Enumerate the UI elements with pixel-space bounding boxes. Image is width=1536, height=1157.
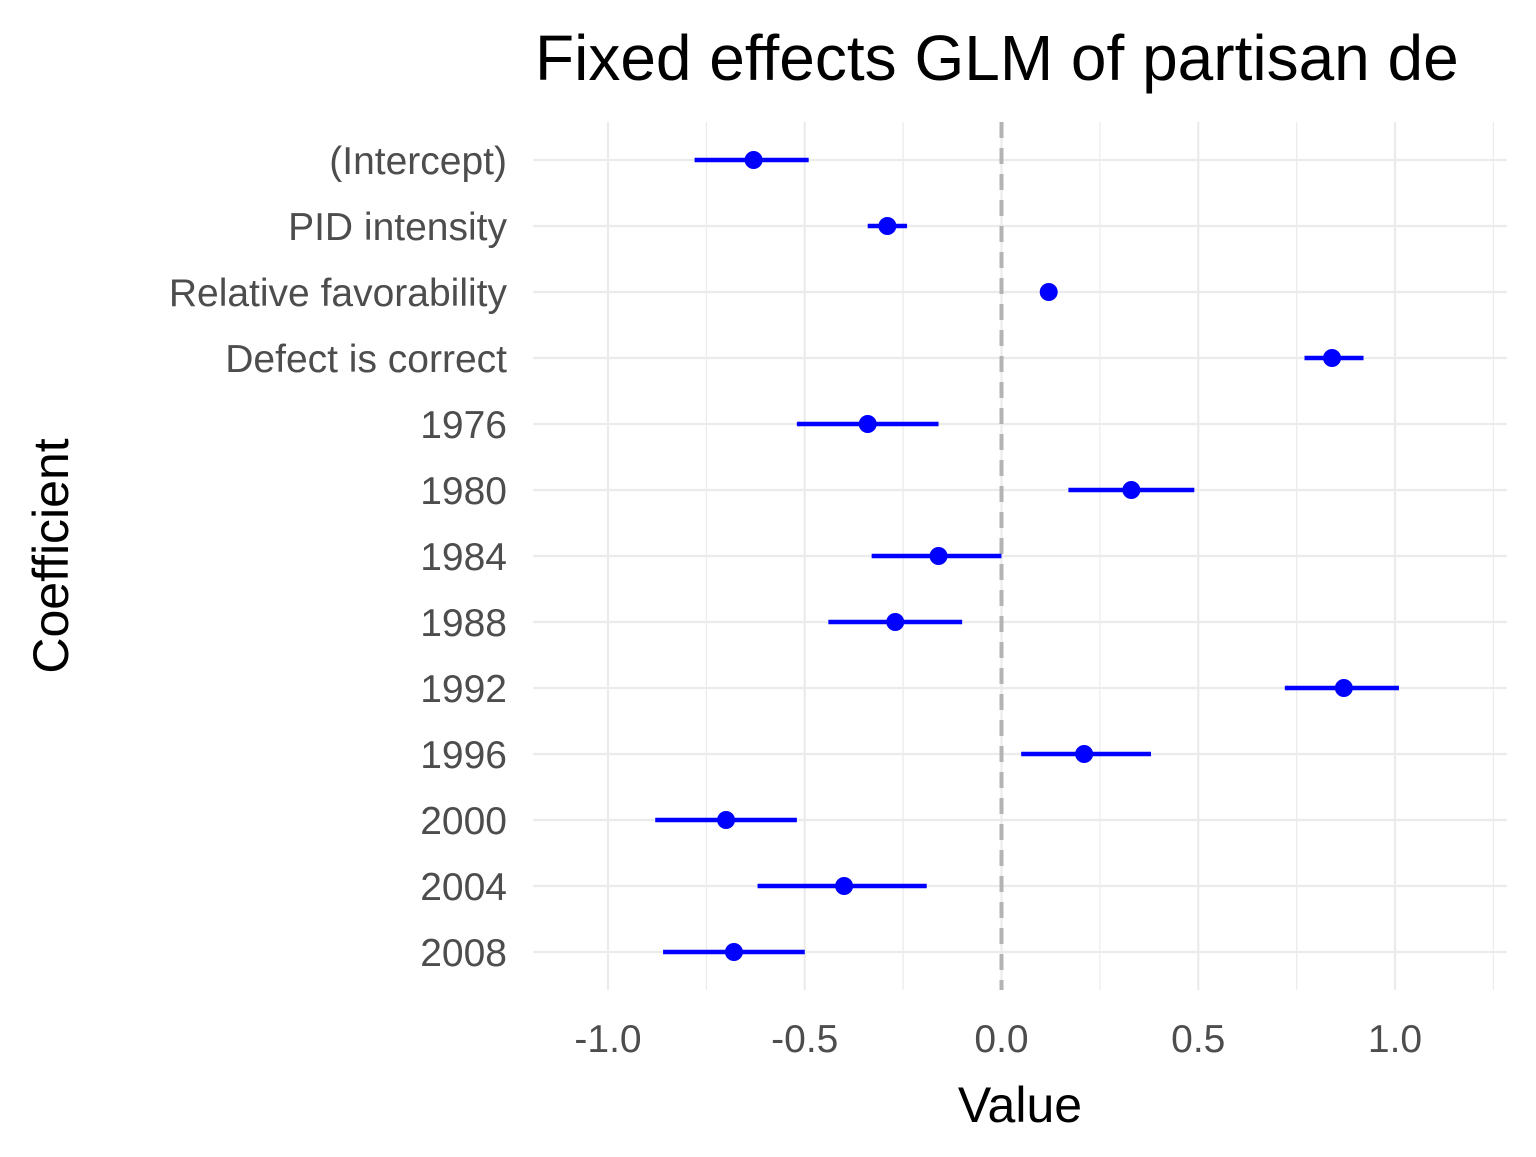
point-1988 <box>886 613 905 631</box>
point-2008 <box>724 943 743 961</box>
y-tick-label-relative-favorability: Relative favorability <box>169 272 508 315</box>
point-1996 <box>1075 745 1094 763</box>
point-2004 <box>835 877 854 895</box>
y-axis-title: Coefficient <box>23 438 79 673</box>
chart-title: Fixed effects GLM of partisan de <box>535 22 1459 94</box>
y-tick-label-pid-intensity: PID intensity <box>288 206 507 249</box>
y-tick-label-2004: 2004 <box>420 866 507 909</box>
point-1984 <box>929 547 948 565</box>
y-tick-label-1976: 1976 <box>420 404 507 447</box>
x-axis-title: Value <box>958 1077 1082 1133</box>
x-tick-label: 0.0 <box>974 1018 1028 1061</box>
y-tick-label-1992: 1992 <box>420 668 507 711</box>
x-tick-label: -1.0 <box>574 1018 641 1061</box>
point-1992 <box>1334 679 1353 697</box>
point-pid-intensity <box>878 217 897 235</box>
y-tick-label-intercept: (Intercept) <box>329 140 507 183</box>
point-defect-is-correct <box>1323 349 1342 367</box>
y-tick-label-1984: 1984 <box>420 536 507 579</box>
y-tick-label-1996: 1996 <box>420 734 507 777</box>
x-tick-label: -0.5 <box>771 1018 838 1061</box>
point-2000 <box>717 811 736 829</box>
x-tick-label: 1.0 <box>1368 1018 1422 1061</box>
y-tick-label-defect-is-correct: Defect is correct <box>225 338 507 381</box>
x-tick-label: 0.5 <box>1171 1018 1225 1061</box>
y-tick-labels: (Intercept) PID intensity Relative favorab… <box>169 140 508 975</box>
marks-layer <box>655 151 1399 961</box>
point-relative-favorability <box>1039 283 1058 301</box>
y-tick-label-1988: 1988 <box>420 602 507 645</box>
grid-layer <box>533 122 1507 990</box>
point-intercept <box>744 151 763 169</box>
point-1980 <box>1122 481 1141 499</box>
y-tick-label-2000: 2000 <box>420 800 507 843</box>
point-1976 <box>858 415 877 433</box>
y-tick-label-1980: 1980 <box>420 470 507 513</box>
y-tick-label-2008: 2008 <box>420 932 507 975</box>
x-tick-labels: -1.0 -0.5 0.0 0.5 1.0 <box>574 1018 1422 1061</box>
